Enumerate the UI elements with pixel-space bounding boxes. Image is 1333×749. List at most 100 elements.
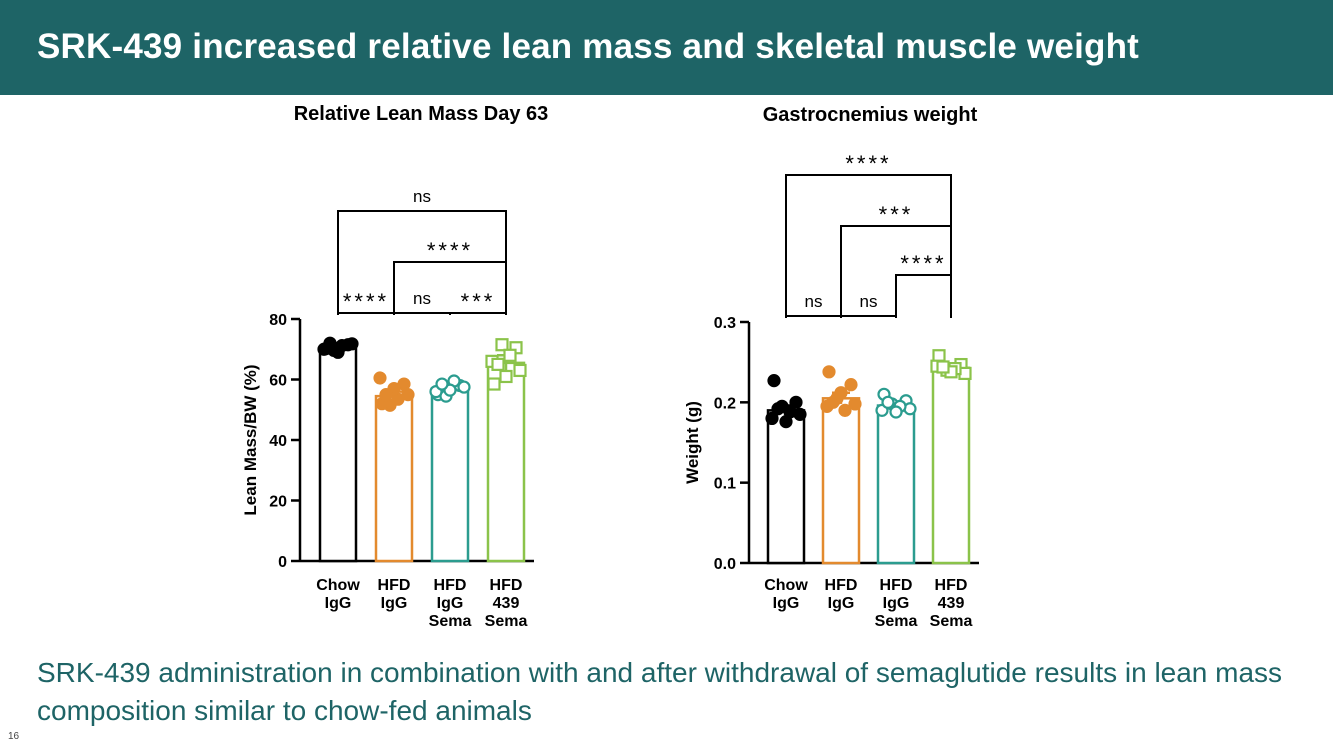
y-tick-label: 0 xyxy=(278,554,287,571)
data-point xyxy=(822,365,836,379)
y-tick-label: 0.0 xyxy=(714,556,736,573)
x-tick-label: HFD xyxy=(434,577,467,594)
x-tick-label: HFD xyxy=(935,577,968,594)
chart-title: Gastrocnemius weight xyxy=(763,104,978,126)
data-point xyxy=(844,378,858,392)
data-point xyxy=(834,386,848,400)
significance-bracket: *** xyxy=(449,289,507,315)
data-point xyxy=(499,369,513,384)
data-point xyxy=(495,338,509,352)
x-tick-label: IgG xyxy=(883,595,910,612)
x-tick-label: IgG xyxy=(828,595,855,612)
x-tick-label: IgG xyxy=(437,595,464,612)
significance-label: *** xyxy=(461,289,496,314)
y-tick-label: 0.3 xyxy=(714,315,736,332)
significance-bracket: *** xyxy=(840,202,952,318)
data-point xyxy=(765,411,779,425)
significance-bracket: **** xyxy=(895,251,952,318)
bracket-line xyxy=(393,312,451,315)
x-tick-label: Sema xyxy=(930,613,973,630)
significance-label: ns xyxy=(413,289,431,308)
chart-title: Relative Lean Mass Day 63 xyxy=(294,103,549,125)
significance-label: **** xyxy=(427,238,473,263)
x-tick-label: HFD xyxy=(490,577,523,594)
y-axis-label: Lean Mass/BW (%) xyxy=(241,364,260,515)
bracket-line xyxy=(895,274,952,318)
x-tick-label: HFD xyxy=(378,577,411,594)
data-point xyxy=(457,380,471,394)
x-tick-label: 439 xyxy=(493,595,520,612)
y-tick-label: 0.1 xyxy=(714,476,736,493)
x-tick-label: Chow xyxy=(764,577,808,594)
data-point xyxy=(513,363,527,378)
significance-label: ns xyxy=(860,292,878,311)
bracket-line xyxy=(840,225,952,318)
bracket-line xyxy=(785,315,842,318)
slide-title: SRK-439 increased relative lean mass and… xyxy=(37,27,1140,66)
significance-bracket: ns xyxy=(393,289,451,315)
x-tick-label: Chow xyxy=(316,577,360,594)
x-tick-label: HFD xyxy=(825,577,858,594)
data-point xyxy=(767,374,781,388)
x-tick-label: IgG xyxy=(325,595,352,612)
significance-label: ns xyxy=(805,292,823,311)
significance-bracket: **** xyxy=(337,289,395,315)
significance-bracket: ns xyxy=(785,292,842,318)
data-point xyxy=(789,395,803,409)
significance-bracket: **** xyxy=(785,151,952,318)
slide-caption: SRK-439 administration in combination wi… xyxy=(37,657,1283,726)
bar xyxy=(318,346,358,563)
bar xyxy=(931,366,971,565)
data-point xyxy=(379,388,393,402)
data-point xyxy=(881,395,895,409)
bracket-line xyxy=(393,261,507,315)
data-point xyxy=(373,371,387,385)
y-tick-label: 80 xyxy=(269,312,287,329)
chart-1: Relative Lean Mass Day 63 0 20 40 60 80 Lean M… xyxy=(241,103,548,630)
data-point xyxy=(391,392,405,406)
significance-label: *** xyxy=(879,202,914,227)
x-tick-label: HFD xyxy=(880,577,913,594)
x-tick-label: Sema xyxy=(429,613,472,630)
y-tick-label: 0.2 xyxy=(714,395,736,412)
chart-2: Gastrocnemius weight 0.0 0.1 0.2 0.3 Weight (… xyxy=(683,104,979,630)
bar xyxy=(430,387,470,563)
bar xyxy=(374,394,414,563)
x-tick-label: 439 xyxy=(938,595,965,612)
data-point xyxy=(936,360,950,374)
significance-bracket: ns xyxy=(840,292,897,318)
data-point xyxy=(331,345,345,359)
bar xyxy=(486,361,526,563)
significance-label: **** xyxy=(845,151,891,176)
significance-bracket: **** xyxy=(393,238,507,315)
data-point xyxy=(889,405,903,419)
data-point xyxy=(848,397,862,411)
page-number: 16 xyxy=(8,731,20,742)
bracket-line xyxy=(449,312,507,315)
bar xyxy=(876,404,916,565)
x-tick-label: Sema xyxy=(875,613,918,630)
data-point xyxy=(435,377,449,391)
data-point xyxy=(779,415,793,429)
data-point xyxy=(826,395,840,409)
data-point xyxy=(491,357,505,371)
significance-label: **** xyxy=(900,251,946,276)
data-point xyxy=(838,403,852,417)
slide-header: SRK-439 increased relative lean mass and… xyxy=(0,0,1333,95)
significance-label: **** xyxy=(343,289,389,314)
x-tick-label: IgG xyxy=(381,595,408,612)
x-tick-label: IgG xyxy=(773,595,800,612)
y-tick-label: 40 xyxy=(269,433,287,450)
x-tick-label: Sema xyxy=(485,613,528,630)
significance-label: ns xyxy=(413,187,431,206)
data-point xyxy=(503,348,517,362)
data-point xyxy=(323,336,337,350)
bar xyxy=(821,397,861,565)
